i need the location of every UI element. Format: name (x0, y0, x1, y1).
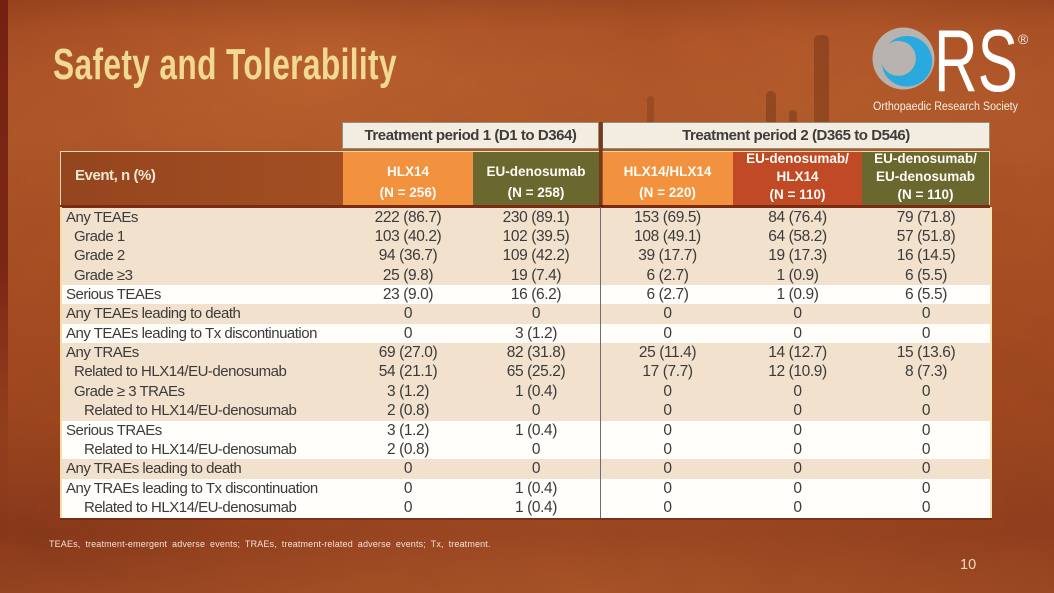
svg-text:®: ® (1018, 31, 1029, 47)
svg-text:RS: RS (934, 20, 1018, 110)
svg-text:Orthopaedic Research Society: Orthopaedic Research Society (873, 101, 1018, 113)
